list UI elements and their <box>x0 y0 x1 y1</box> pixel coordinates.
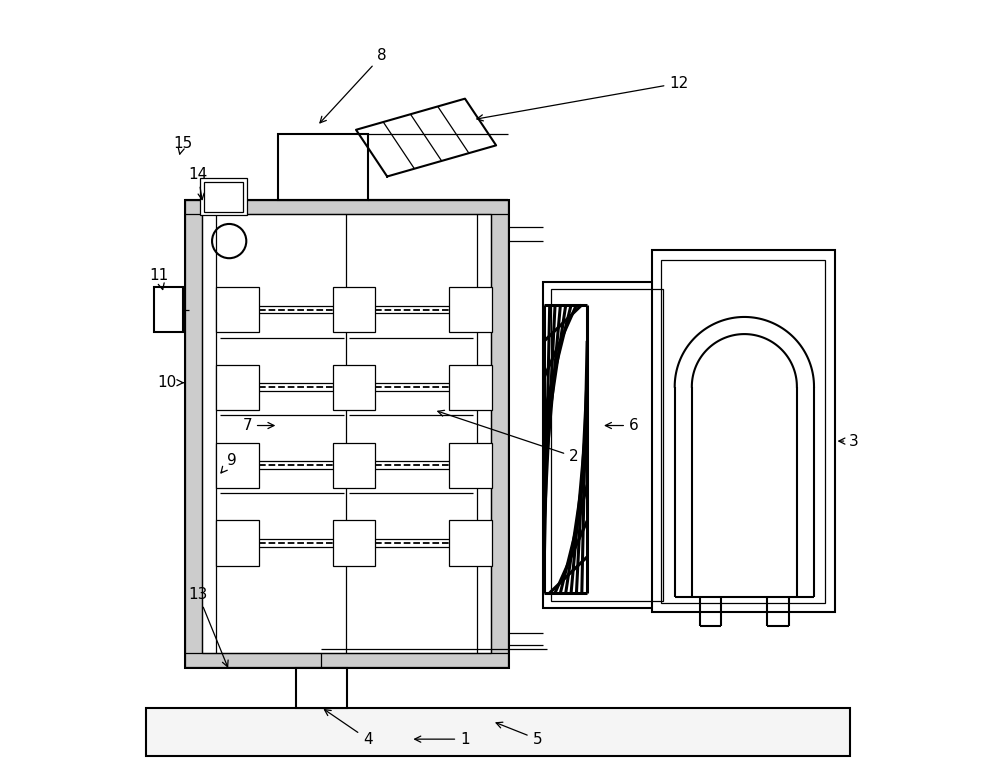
Bar <box>551 289 663 601</box>
Text: 11: 11 <box>150 268 169 290</box>
Text: 5: 5 <box>496 722 542 747</box>
Bar <box>185 653 508 667</box>
Text: 2: 2 <box>438 410 579 464</box>
Bar <box>449 443 492 488</box>
Bar <box>200 178 247 216</box>
Text: 13: 13 <box>188 587 228 667</box>
Bar <box>543 281 671 608</box>
Bar <box>185 200 508 667</box>
Bar <box>296 668 347 708</box>
Text: 8: 8 <box>320 48 387 123</box>
Text: 3: 3 <box>839 433 859 448</box>
Text: 7: 7 <box>242 418 274 433</box>
Text: 12: 12 <box>477 76 689 121</box>
Bar <box>333 365 375 410</box>
Bar <box>333 287 375 332</box>
Bar <box>216 365 259 410</box>
Text: 6: 6 <box>605 418 639 433</box>
Text: 10: 10 <box>157 375 183 390</box>
Text: 1: 1 <box>415 732 470 747</box>
Bar <box>216 443 259 488</box>
Bar <box>449 520 492 565</box>
Bar <box>652 251 835 612</box>
Text: 4: 4 <box>324 710 373 747</box>
Bar <box>185 200 508 214</box>
Text: 15: 15 <box>173 136 192 154</box>
Bar <box>333 443 375 488</box>
Bar <box>216 520 259 565</box>
Text: 14: 14 <box>188 166 208 200</box>
Bar <box>146 708 850 756</box>
Bar <box>185 200 202 667</box>
Bar <box>333 520 375 565</box>
Bar <box>491 200 508 667</box>
Bar <box>661 260 825 603</box>
Bar <box>154 287 183 332</box>
Bar <box>216 287 259 332</box>
Bar <box>449 365 492 410</box>
Bar <box>449 287 492 332</box>
Bar <box>278 134 368 200</box>
Text: 9: 9 <box>221 453 236 473</box>
Bar <box>204 182 243 212</box>
